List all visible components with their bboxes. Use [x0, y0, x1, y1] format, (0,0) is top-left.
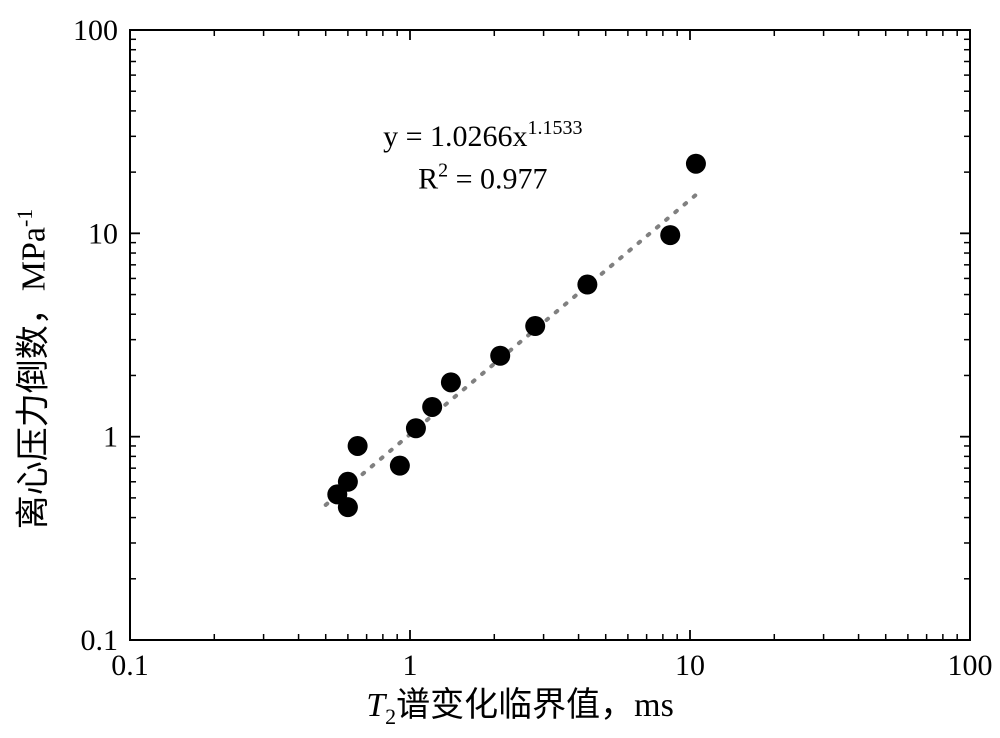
data-point [577, 275, 597, 295]
y-tick-label: 0.1 [81, 624, 119, 657]
data-point [422, 397, 442, 417]
data-point [660, 225, 680, 245]
data-point [441, 372, 461, 392]
data-point [348, 436, 368, 456]
equation-line-2: R2 = 0.977 [418, 160, 547, 196]
y-tick-label: 100 [73, 14, 118, 47]
chart-container: 0.11101000.1110100y = 1.0266x1.1533R2 = … [0, 0, 1000, 738]
data-point [390, 456, 410, 476]
x-tick-label: 10 [675, 649, 705, 682]
data-point [338, 497, 358, 517]
data-point [686, 154, 706, 174]
x-axis-label: T2谱变化临界值，ms [366, 677, 674, 730]
data-point [338, 472, 358, 492]
y-tick-label: 1 [103, 421, 118, 454]
data-point [525, 316, 545, 336]
data-point [490, 346, 510, 366]
y-tick-label: 10 [88, 217, 118, 250]
data-point [406, 418, 426, 438]
scatter-chart: 0.11101000.1110100y = 1.0266x1.1533R2 = … [0, 0, 1000, 738]
x-tick-label: 100 [948, 649, 993, 682]
y-axis-label: 离心压力倒数，MPa-1 [6, 209, 55, 530]
